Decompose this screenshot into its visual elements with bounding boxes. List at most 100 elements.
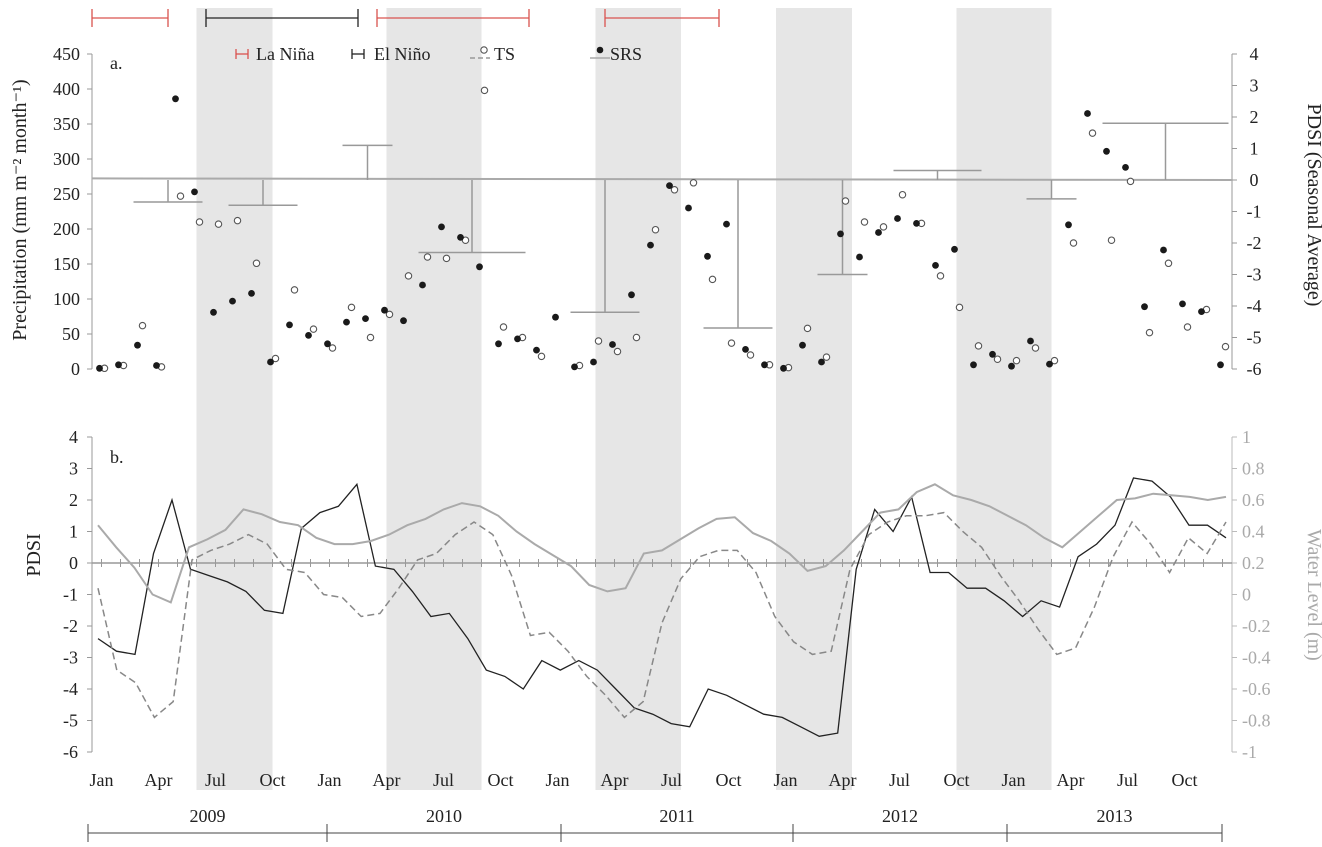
panel-b-y2tick-label-1: -0.8 bbox=[1242, 711, 1271, 731]
ts-point-2 bbox=[139, 322, 145, 328]
srs-point-32 bbox=[704, 253, 711, 260]
panel-b-y2tick-label-0: -1 bbox=[1242, 742, 1257, 762]
panel-b-ytick-label-4: -2 bbox=[63, 616, 78, 636]
srs-point-18 bbox=[438, 224, 445, 231]
wet-season-band-1 bbox=[387, 8, 482, 790]
month-label-17: Apr bbox=[1057, 770, 1085, 790]
month-label-0: Jan bbox=[90, 770, 114, 790]
ts-point-57 bbox=[1184, 324, 1190, 330]
srs-point-11 bbox=[305, 332, 312, 339]
panel-a-y2tick-label-3: -3 bbox=[1247, 265, 1262, 285]
srs-point-15 bbox=[381, 307, 388, 314]
srs-legend-marker bbox=[597, 47, 604, 54]
srs-point-27 bbox=[609, 341, 616, 348]
ts-point-23 bbox=[538, 353, 544, 359]
legend-label-ts: TS bbox=[494, 44, 515, 64]
srs-point-5 bbox=[191, 189, 198, 196]
srs-point-43 bbox=[913, 220, 920, 227]
srs-point-26 bbox=[590, 359, 597, 366]
panel-a-y2tick-label-1: -5 bbox=[1247, 328, 1262, 348]
panel-a-ylabel: Precipitation (mm m⁻² month⁻¹) bbox=[9, 79, 31, 340]
panel-a-ytick-label-1: 50 bbox=[62, 324, 80, 344]
ts-point-8 bbox=[253, 260, 259, 266]
panel-b-y2tick-label-10: 1 bbox=[1242, 427, 1251, 447]
srs-point-35 bbox=[761, 361, 768, 368]
year-label-2012: 2012 bbox=[882, 806, 918, 826]
srs-point-52 bbox=[1084, 110, 1091, 117]
ts-point-7 bbox=[234, 217, 240, 223]
wet-season-band-4 bbox=[957, 8, 1052, 790]
panel-a-ytick-label-5: 250 bbox=[53, 184, 80, 204]
wet-season-band-3 bbox=[776, 8, 852, 790]
ts-point-16 bbox=[405, 273, 411, 279]
month-label-10: Jul bbox=[661, 770, 682, 790]
ts-point-40 bbox=[861, 219, 867, 225]
legend-label-srs: SRS bbox=[610, 44, 642, 64]
srs-point-10 bbox=[286, 322, 293, 329]
panel-a-ytick-label-3: 150 bbox=[53, 254, 80, 274]
panel-b-y2tick-label-4: -0.2 bbox=[1242, 616, 1271, 636]
srs-point-25 bbox=[571, 364, 578, 371]
panel-a-y2tick-label-8: 2 bbox=[1250, 107, 1259, 127]
month-label-13: Apr bbox=[829, 770, 857, 790]
panel-a-y2tick-label-10: 4 bbox=[1250, 44, 1259, 64]
ts-point-29 bbox=[652, 227, 658, 233]
srs-point-7 bbox=[229, 298, 236, 305]
srs-point-4 bbox=[172, 95, 179, 102]
ts-point-38 bbox=[823, 354, 829, 360]
srs-point-57 bbox=[1179, 301, 1186, 308]
srs-point-1 bbox=[115, 361, 122, 368]
srs-point-44 bbox=[932, 262, 939, 269]
ts-point-53 bbox=[1108, 237, 1114, 243]
panel-a-y2tick-label-5: -1 bbox=[1247, 202, 1262, 222]
srs-point-36 bbox=[780, 365, 787, 372]
ts-legend-marker bbox=[481, 47, 487, 53]
panel-a-ytick-label-2: 100 bbox=[53, 289, 80, 309]
panel-a-ylabel-right: PDSI (Seasonal Average) bbox=[1303, 104, 1322, 307]
ts-point-4 bbox=[177, 193, 183, 199]
srs-point-9 bbox=[267, 359, 274, 366]
ts-point-10 bbox=[291, 287, 297, 293]
srs-point-48 bbox=[1008, 363, 1015, 370]
month-label-12: Jan bbox=[774, 770, 798, 790]
panel-a-ytick-label-6: 300 bbox=[53, 149, 80, 169]
srs-point-55 bbox=[1141, 303, 1148, 310]
month-label-15: Oct bbox=[944, 770, 970, 790]
ts-point-44 bbox=[937, 273, 943, 279]
ts-point-56 bbox=[1165, 260, 1171, 266]
wet-season-bands bbox=[197, 8, 1052, 790]
wet-season-band-2 bbox=[596, 8, 682, 790]
month-label-6: Jul bbox=[433, 770, 454, 790]
srs-point-13 bbox=[343, 319, 350, 326]
panel-b-y2tick-label-3: -0.4 bbox=[1242, 648, 1271, 668]
srs-point-8 bbox=[248, 290, 255, 297]
ts-point-5 bbox=[196, 219, 202, 225]
ts-point-52 bbox=[1089, 130, 1095, 136]
ts-point-31 bbox=[690, 180, 696, 186]
panel-b-ytick-label-8: 2 bbox=[69, 490, 78, 510]
srs-point-24 bbox=[552, 314, 559, 321]
panel-a-y2tick-label-2: -4 bbox=[1247, 296, 1262, 316]
ts-point-42 bbox=[899, 192, 905, 198]
year-label-2013: 2013 bbox=[1097, 806, 1133, 826]
srs-point-30 bbox=[666, 182, 673, 189]
ts-point-46 bbox=[975, 343, 981, 349]
year-label-2011: 2011 bbox=[659, 806, 694, 826]
ts-point-20 bbox=[481, 87, 487, 93]
ts-point-37 bbox=[804, 325, 810, 331]
srs-point-50 bbox=[1046, 361, 1053, 368]
ts-point-59 bbox=[1222, 343, 1228, 349]
panel-a-y2tick-label-9: 3 bbox=[1250, 76, 1259, 96]
panel-b-ylabel-right: Water Level (m) bbox=[1303, 529, 1322, 661]
srs-point-33 bbox=[723, 221, 730, 228]
ts-point-11 bbox=[310, 326, 316, 332]
month-label-1: Apr bbox=[145, 770, 173, 790]
legend-label-la-nina: La Niña bbox=[256, 44, 314, 64]
panel-b-ylabel: PDSI bbox=[23, 533, 45, 576]
month-label-8: Jan bbox=[546, 770, 570, 790]
panel-a-ytick-label-4: 200 bbox=[53, 219, 80, 239]
panel-b-ytick-label-9: 3 bbox=[69, 459, 78, 479]
panel-a-ytick-label-0: 0 bbox=[71, 359, 80, 379]
srs-point-14 bbox=[362, 315, 369, 322]
panel-a-y2tick-label-4: -2 bbox=[1247, 233, 1262, 253]
